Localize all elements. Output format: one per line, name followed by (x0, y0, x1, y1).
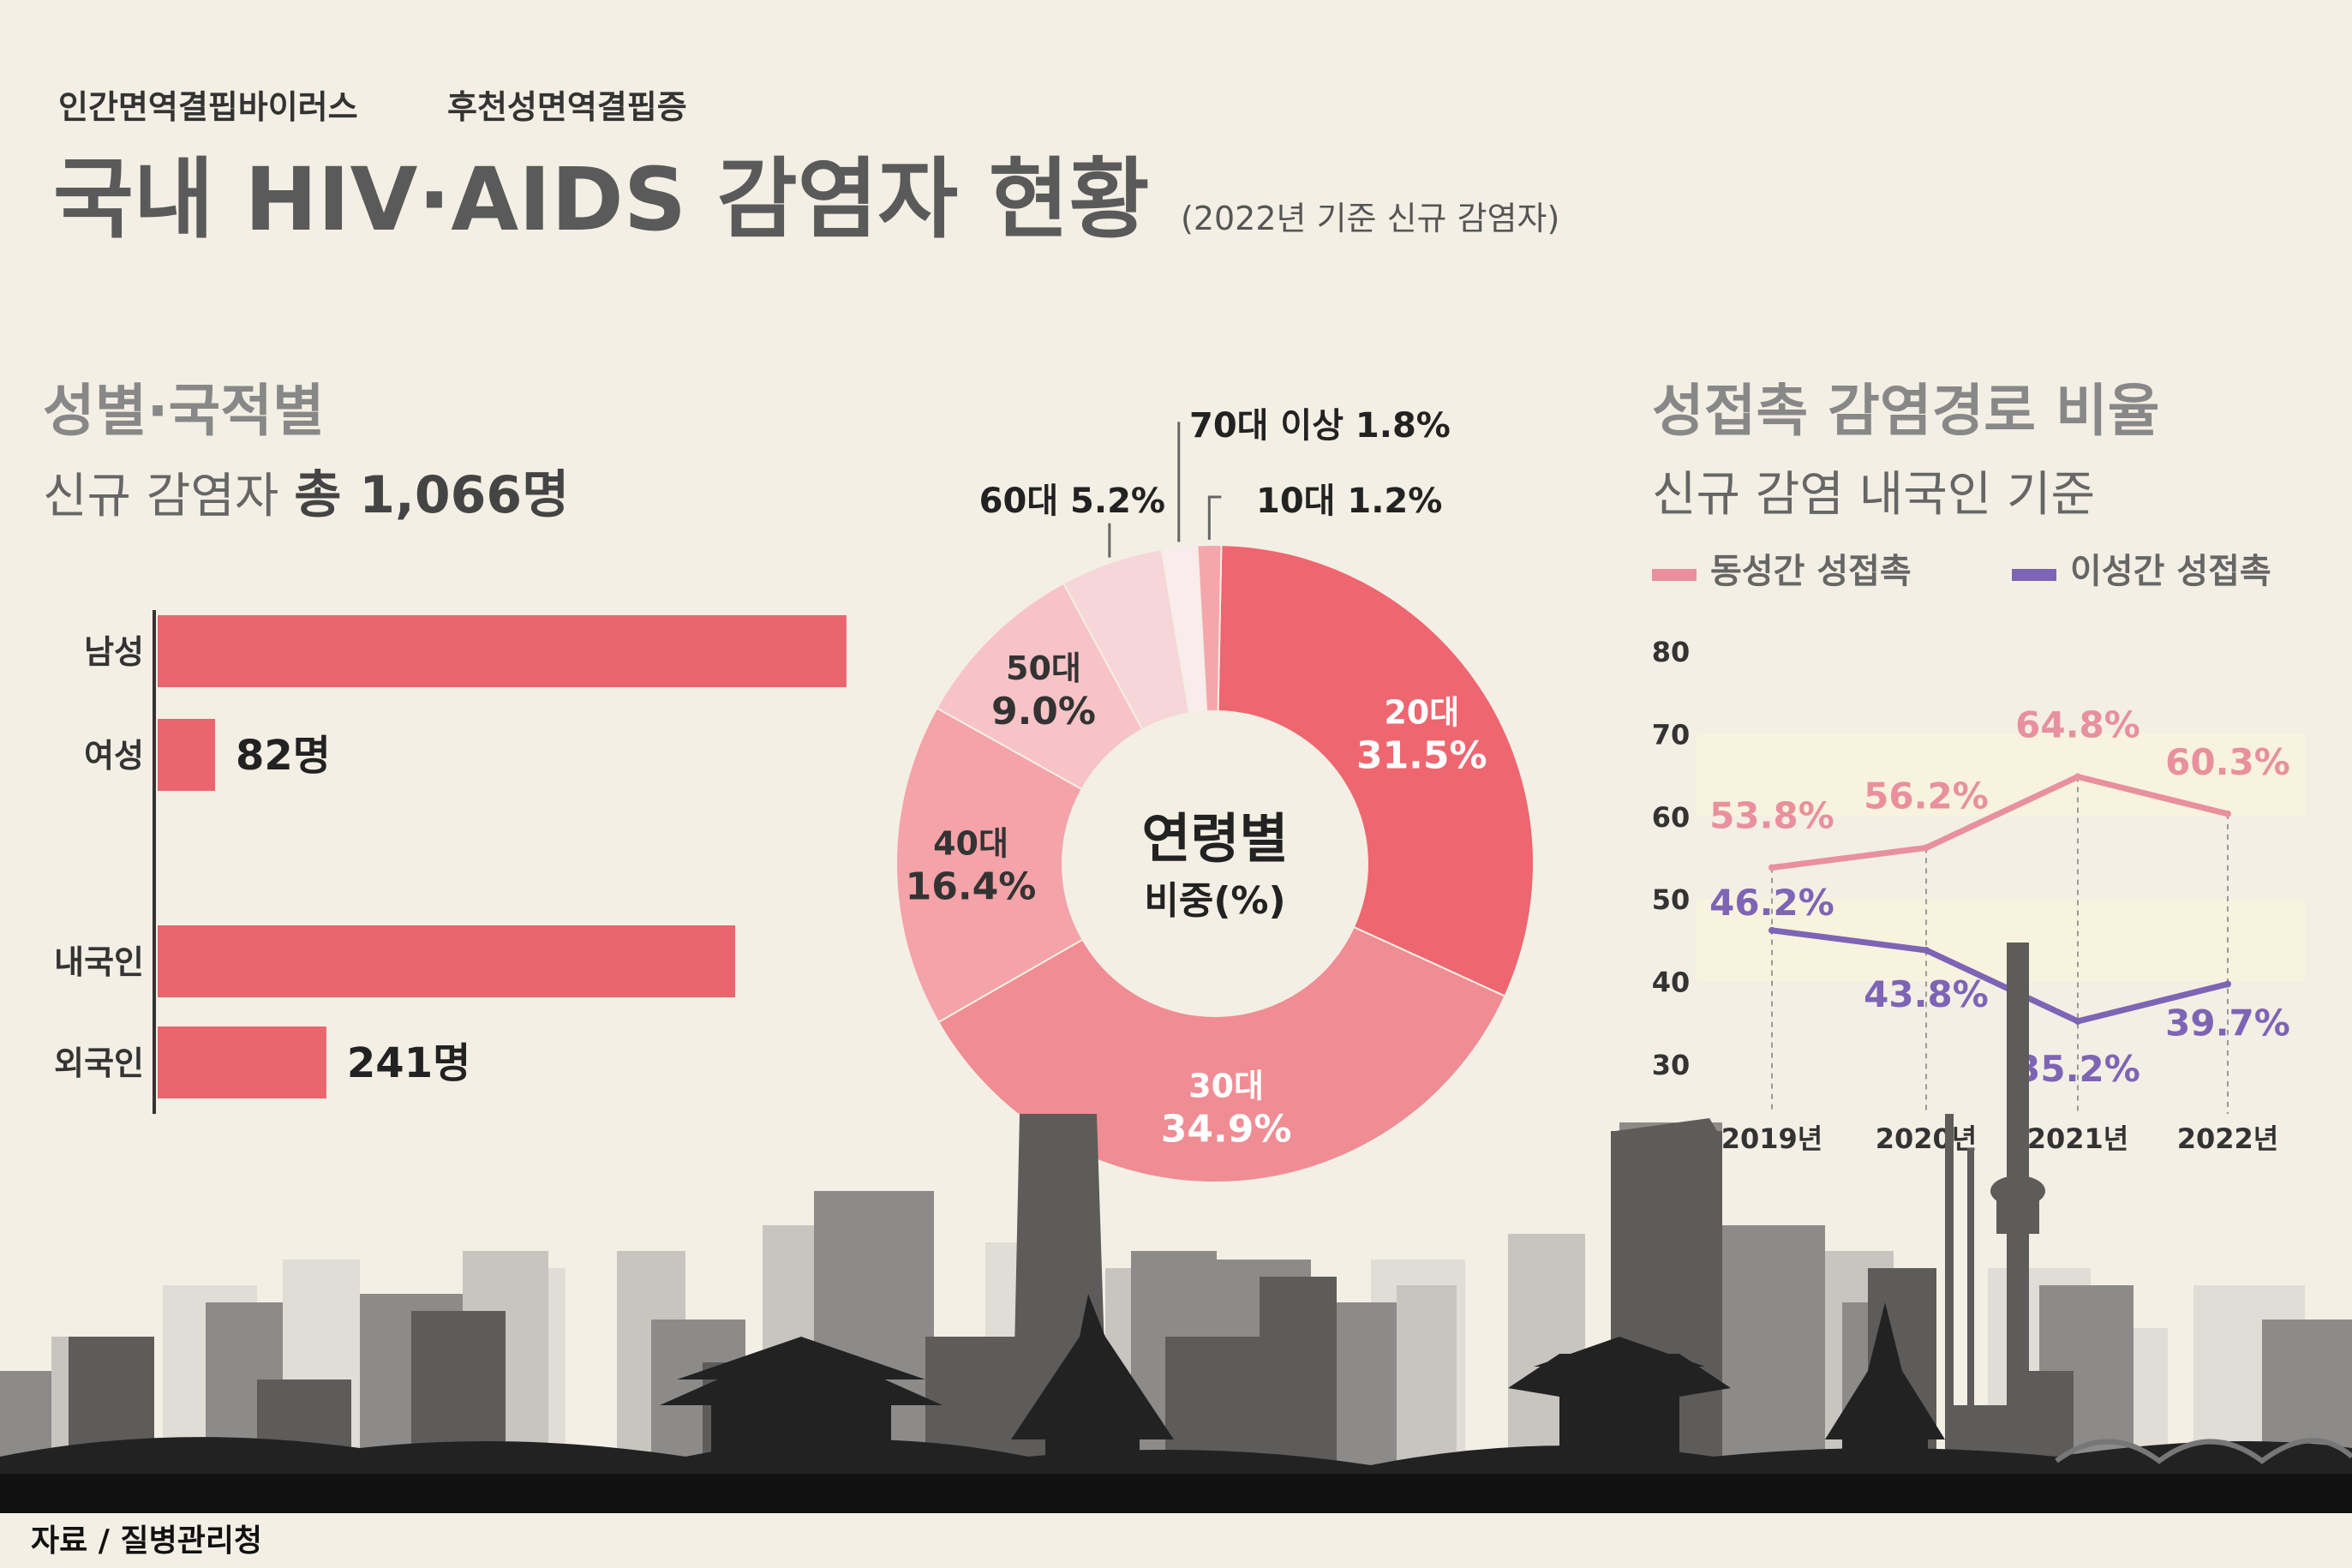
y-tick-label: 40 (1652, 967, 1691, 999)
y-tick-label: 60 (1652, 801, 1691, 834)
bar-value-label: 82명 (236, 732, 331, 780)
series-point (1768, 864, 1775, 871)
y-tick-label: 70 (1652, 718, 1691, 751)
series-value-label: 43.8% (1864, 973, 1989, 1015)
bar-2 (158, 925, 736, 997)
donut-value-label: 34.9% (1161, 1108, 1292, 1152)
donut-external-label: 70대 이상 1.8% (1189, 406, 1451, 446)
series-point (1923, 946, 1930, 954)
series-value-label: 46.2% (1709, 882, 1834, 924)
series-value-label: 39.7% (2165, 1002, 2290, 1044)
donut-center-subtitle: 비중(%) (1144, 879, 1285, 923)
route-heading: 성접촉 감염경로 비율 (1652, 378, 2159, 444)
y-tick-label: 30 (1652, 1049, 1691, 1081)
series-value-label: 53.8% (1709, 795, 1834, 837)
bar-0 (158, 615, 847, 687)
donut-external-label: 60대 5.2% (979, 482, 1165, 521)
gender-heading: 성별·국적별 (43, 378, 325, 444)
donut-value-label: 16.4% (906, 865, 1037, 908)
x-tick-label: 2021년 (2027, 1122, 2129, 1155)
gender-subtitle: 신규 감염자 총 1,066명 (43, 465, 569, 525)
series-point (1768, 926, 1775, 934)
y-tick-label: 80 (1652, 636, 1691, 668)
series-line-0 (1771, 773, 2229, 871)
donut-leader-line (1207, 495, 1222, 541)
legend-label: 이성간 성접촉 (2070, 552, 2271, 591)
series-line-1 (1771, 927, 2229, 1025)
kicker-hiv: 인간면역결핍바이러스 (58, 88, 358, 126)
source-note: 자료 / 질병관리청 (31, 1523, 262, 1559)
series-point (2224, 810, 2231, 817)
donut-slice-2 (895, 707, 1084, 1024)
donut-external-label: 10대 1.2% (1256, 482, 1442, 521)
bar-category-label: 남성 (84, 633, 144, 671)
bar-3 (158, 1026, 326, 1098)
x-tick-label: 2019년 (1721, 1122, 1823, 1155)
legend-swatch (1652, 569, 1697, 581)
bar-1 (158, 719, 215, 791)
series-value-label: 56.2% (1864, 775, 1989, 817)
donut-slice-0 (1217, 544, 1535, 997)
bar-category-label: 내국인 (54, 943, 144, 981)
donut-category-label: 50대 (1006, 649, 1081, 687)
chart-band (1697, 899, 2305, 982)
bar-category-label: 여성 (84, 737, 144, 775)
legend-swatch (2012, 569, 2056, 581)
chart-band (1697, 733, 2305, 817)
route-subtitle: 신규 감염 내국인 기준 (1652, 467, 2095, 523)
series-value-label: 60.3% (2165, 741, 2290, 783)
series-value-label: 64.8% (2015, 704, 2140, 746)
series-point (2074, 1017, 2081, 1025)
donut-category-label: 30대 (1188, 1068, 1264, 1105)
donut-value-label: 31.5% (1356, 733, 1487, 777)
series-point (2224, 980, 2231, 988)
route-line-chart: 80 70 60 50 40 30 2019년 2020년 2021년 2022년 동성간 성접촉 이… (1652, 552, 2305, 1155)
donut-slice-6 (1196, 544, 1223, 713)
series-point (2074, 773, 2081, 781)
x-tick-label: 2020년 (1876, 1122, 1978, 1155)
kicker-aids: 후천성면역결핍증 (447, 88, 687, 126)
donut-center-title: 연령별 (1141, 807, 1288, 870)
legend-label: 동성간 성접촉 (1710, 552, 1912, 591)
city-skyline-illustration (0, 943, 2352, 1513)
gender-subtitle-prefix: 신규 감염자 (43, 469, 294, 524)
series-value-label: 35.2% (2015, 1048, 2140, 1090)
donut-category-label: 40대 (933, 824, 1008, 862)
donut-category-label: 20대 (1384, 693, 1459, 731)
x-tick-label: 2022년 (2177, 1122, 2279, 1155)
bar-category-label: 외국인 (54, 1044, 144, 1082)
donut-value-label: 9.0% (991, 690, 1096, 733)
page-title: 국내 HIV·AIDS 감염자 현황 (53, 149, 1149, 251)
y-tick-label: 50 (1652, 883, 1691, 916)
series-point (1923, 844, 1930, 852)
gender-total: 총 1,066명 (294, 465, 569, 525)
title-note: (2022년 기준 신규 감염자) (1181, 200, 1559, 237)
bar-value-label: 241명 (347, 1039, 470, 1087)
